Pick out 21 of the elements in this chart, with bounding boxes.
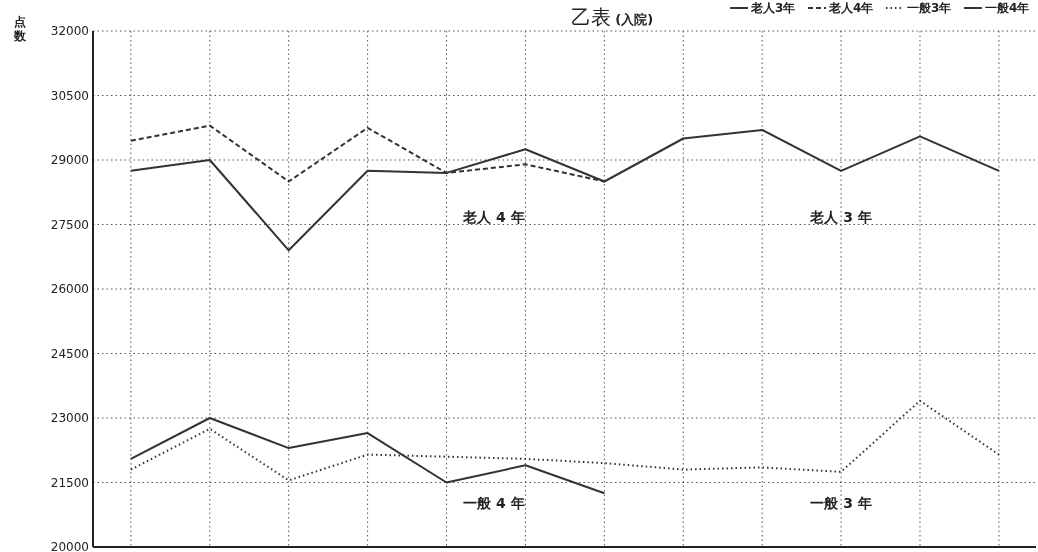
annotation: 老人 4 年	[462, 208, 525, 225]
annotation: 一般 4 年	[463, 495, 525, 512]
line-series	[129, 128, 1000, 252]
y-tick-label: 24500	[50, 346, 89, 361]
y-tick-label: 30500	[50, 88, 89, 103]
y-tick-label: 27500	[50, 217, 89, 232]
y-tick-label: 23000	[50, 411, 89, 425]
chart-title: 乙表	[570, 5, 611, 29]
legend-label: 老人3年	[750, 1, 796, 15]
chart-subtitle: (入院)	[610, 12, 654, 27]
legend-label: 一般4年	[985, 1, 1030, 15]
y-tick-label: 32000	[50, 24, 89, 38]
y-tick-label: 21500	[50, 475, 89, 490]
y-tick-label: 20000	[50, 540, 89, 552]
y-tick-label: 26000	[50, 282, 89, 296]
annotation: 一般 3 年	[810, 495, 872, 512]
y-axis-title: 点数	[13, 15, 27, 43]
annotation: 老人 3 年	[809, 208, 872, 225]
legend-label: 一般3年	[907, 1, 952, 15]
legend-label: 老人4年	[828, 1, 874, 15]
y-tick-label: 29000	[50, 153, 89, 167]
